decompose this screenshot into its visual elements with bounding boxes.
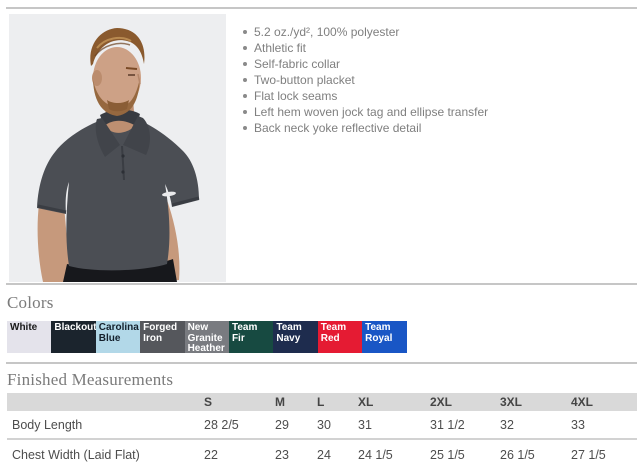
swatch-label: Team Red	[320, 322, 347, 344]
measurement-row-label: Chest Width (Laid Flat)	[12, 447, 140, 462]
color-swatch-team-red[interactable]: Team Red	[317, 321, 363, 353]
measurement-value: 31	[358, 417, 372, 432]
measurement-value: 33	[571, 417, 585, 432]
model-photo-image	[9, 14, 226, 282]
bullet-icon	[243, 94, 247, 98]
measurement-row-label: Body Length	[12, 417, 83, 432]
bullet-icon	[243, 62, 247, 66]
size-column-header-m: M	[275, 395, 285, 409]
feature-list: 5.2 oz./yd², 100% polyester Athletic fit…	[243, 24, 633, 136]
feature-item: Two-button placket	[243, 72, 633, 88]
bullet-icon	[243, 30, 247, 34]
bullet-icon	[243, 78, 247, 82]
size-column-header	[7, 393, 204, 411]
feature-item: Flat lock seams	[243, 88, 633, 104]
size-column-header-xl: XL	[358, 395, 374, 409]
color-swatch-carolina-blue[interactable]: Carolina Blue	[95, 321, 141, 353]
color-swatch-new-granite-heather[interactable]: New Granite Heather	[184, 321, 229, 353]
color-swatch-team-navy[interactable]: Team Navy	[273, 321, 318, 353]
measurement-value: 24 1/5	[358, 447, 393, 462]
measurement-value: 24	[317, 447, 331, 462]
measurement-row-chest-width: Chest Width (Laid Flat) 22 23 24 24 1/5 …	[7, 439, 637, 469]
measurements-heading: Finished Measurements	[7, 370, 174, 389]
feature-text: Left hem woven jock tag and ellipse tran…	[254, 105, 489, 119]
bullet-icon	[243, 126, 247, 130]
feature-item: 5.2 oz./yd², 100% polyester	[243, 24, 633, 40]
color-swatch-team-fir[interactable]: Team Fir	[228, 321, 274, 353]
measurements-table: S M L XL 2XL 3XL 4XL Body Length 28 2/5 …	[7, 393, 637, 469]
product-photo	[9, 14, 226, 282]
swatch-label: Carolina Blue	[98, 322, 139, 344]
measurements-divider-rule	[6, 362, 637, 364]
measurement-value: 23	[275, 447, 289, 462]
feature-text: Athletic fit	[254, 41, 307, 55]
measurement-value: 30	[317, 417, 331, 432]
feature-item: Left hem woven jock tag and ellipse tran…	[243, 104, 633, 120]
feature-text: 5.2 oz./yd², 100% polyester	[254, 25, 400, 39]
measurement-row-body-length: Body Length 28 2/5 29 30 31 31 1/2 32 33	[7, 411, 637, 439]
measurement-value: 31 1/2	[430, 417, 465, 432]
bullet-icon	[243, 110, 247, 114]
swatch-label: Blackout	[54, 322, 96, 333]
bullet-icon	[243, 46, 247, 50]
swatch-label: New Granite Heather	[187, 322, 225, 353]
feature-text: Back neck yoke reflective detail	[254, 121, 422, 135]
swatch-label: Forged Iron	[143, 322, 178, 344]
colors-heading: Colors	[7, 293, 54, 312]
measurement-value: 25 1/5	[430, 447, 465, 462]
size-column-header-4xl: 4XL	[571, 395, 594, 409]
feature-text: Two-button placket	[254, 73, 355, 87]
feature-item: Athletic fit	[243, 40, 633, 56]
size-header-row: S M L XL 2XL 3XL 4XL	[7, 393, 637, 411]
colors-divider-rule	[6, 283, 637, 285]
size-column-header-l: L	[317, 395, 325, 409]
measurement-value: 32	[500, 417, 514, 432]
feature-item: Back neck yoke reflective detail	[243, 120, 633, 136]
color-swatch-list: White Blackout Carolina Blue Forged Iron…	[7, 321, 407, 353]
color-swatch-white[interactable]: White	[7, 321, 52, 353]
measurement-value: 27 1/5	[571, 447, 606, 462]
measurement-value: 22	[204, 447, 218, 462]
size-column-header-3xl: 3XL	[500, 395, 523, 409]
swatch-label: White	[10, 322, 38, 333]
color-swatch-blackout[interactable]: Blackout	[51, 321, 96, 353]
swatch-label: Team Fir	[231, 322, 258, 344]
feature-text: Flat lock seams	[254, 89, 338, 103]
swatch-label: Team Royal	[365, 322, 393, 344]
top-divider-rule	[6, 7, 637, 9]
measurement-value: 26 1/5	[500, 447, 535, 462]
size-column-header-2xl: 2XL	[430, 395, 453, 409]
feature-item: Self-fabric collar	[243, 56, 633, 72]
measurement-value: 28 2/5	[204, 417, 239, 432]
swatch-label: Team Navy	[276, 322, 302, 344]
color-swatch-forged-iron[interactable]: Forged Iron	[140, 321, 185, 353]
color-swatch-team-royal[interactable]: Team Royal	[362, 321, 407, 353]
size-column-header-s: S	[204, 395, 213, 409]
measurement-value: 29	[275, 417, 289, 432]
feature-text: Self-fabric collar	[254, 57, 341, 71]
